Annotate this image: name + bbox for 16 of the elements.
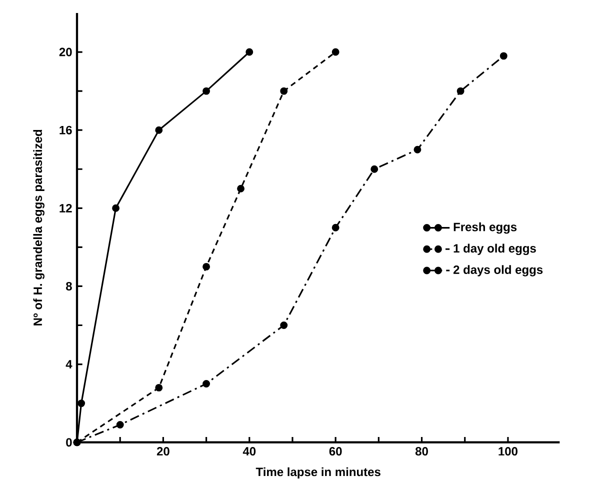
x-tick-label: 80: [415, 447, 428, 456]
y-axis-title: Nº of H. grandella eggs parasitized: [33, 130, 44, 326]
legend-label: Fresh eggs: [454, 222, 517, 234]
x-tick-label: 60: [329, 447, 342, 456]
x-tick-label: 100: [498, 447, 518, 456]
legend-label: 2 days old eggs: [453, 265, 543, 276]
y-tick-label: 4: [66, 360, 72, 368]
legend-label: 1 day old eggs: [454, 244, 536, 256]
y-tick-label: 12: [60, 204, 72, 212]
y-tick-label: 20: [59, 48, 72, 56]
y-tick-label: 8: [66, 282, 72, 290]
x-axis-title: Time lapse in minutes: [256, 467, 380, 479]
x-tick-label: 20: [156, 447, 170, 456]
y-tick-label: 0: [66, 438, 72, 447]
y-tick-label: 16: [60, 126, 72, 134]
x-tick-label: 40: [242, 447, 256, 456]
